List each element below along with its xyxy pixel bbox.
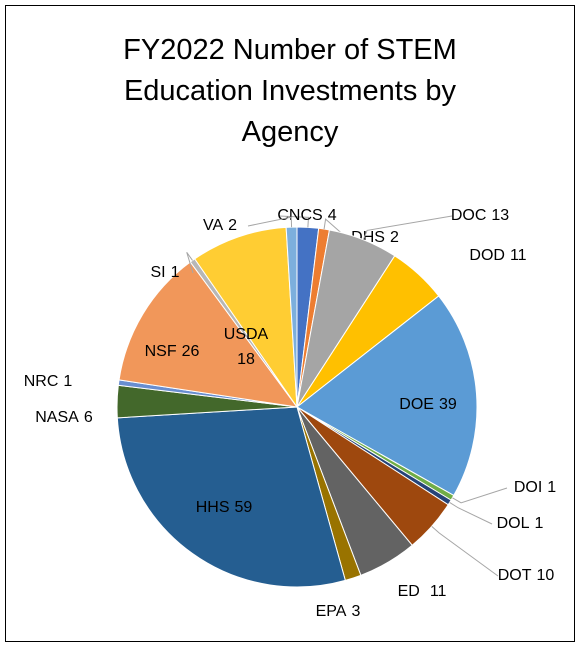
pie-slice: [118, 261, 299, 408]
label-value: 26: [182, 343, 200, 360]
label-value: 11: [430, 583, 447, 600]
data-label: NRC 1: [24, 373, 73, 390]
label-category: DOI: [514, 479, 542, 496]
label-category: NSF: [145, 343, 177, 360]
data-label: DOL 1: [497, 515, 544, 532]
label-value: 10: [536, 567, 554, 584]
label-value: 3: [351, 603, 360, 620]
label-value: 1: [535, 515, 544, 532]
data-label: DOC 13: [451, 207, 509, 224]
label-value: 1: [547, 479, 556, 496]
data-label: SI 1: [150, 264, 179, 281]
label-category: NASA: [35, 409, 79, 426]
label-value: 11: [510, 247, 527, 264]
label-value: 4: [328, 207, 337, 224]
label-value: 1: [63, 373, 72, 390]
pie-slice: [296, 295, 478, 497]
label-value: 59: [234, 499, 252, 516]
data-label: NASA 6: [35, 409, 93, 426]
label-value: 6: [84, 409, 93, 426]
label-category: HHS: [196, 499, 230, 516]
leader-line: [278, 215, 310, 228]
data-label: EPA 3: [316, 603, 361, 620]
label-category: ED: [398, 583, 420, 600]
pie-slice: [116, 406, 346, 588]
label-category: EPA: [316, 603, 347, 620]
chart-title: FY2022 Number of STEM Education Investme…: [123, 34, 457, 148]
data-label: NSF 26: [145, 343, 200, 360]
data-label: VA 2: [203, 217, 237, 234]
leader-line: [449, 502, 493, 525]
label-category: DOL: [497, 515, 530, 532]
label-category: DOT: [498, 567, 532, 584]
label-category: SI: [150, 264, 165, 281]
label-category: VA: [203, 217, 223, 234]
data-label: ED 11: [398, 583, 447, 600]
data-label: DOE 39: [399, 396, 457, 413]
label-value: 2: [228, 217, 237, 234]
data-label: DOI 1: [514, 479, 556, 496]
data-label: DOT 10: [498, 567, 555, 584]
label-category: USDA: [224, 326, 269, 343]
label-category: CNCS: [277, 207, 322, 224]
pie-slice: [194, 226, 298, 409]
leader-line: [452, 487, 508, 504]
label-value: 2: [390, 229, 399, 246]
data-label: USDA 18: [224, 326, 269, 368]
leader-line: [247, 216, 293, 228]
data-label: CNCS 4: [277, 207, 336, 224]
label-category: DOE: [399, 396, 434, 413]
label-value: 1: [171, 264, 180, 281]
label-value: 39: [439, 396, 457, 413]
label-category: DOD: [469, 247, 505, 264]
label-category: NRC: [24, 373, 59, 390]
label-value: 13: [491, 207, 509, 224]
label-category: DOC: [451, 207, 487, 224]
leader-line: [431, 525, 499, 577]
data-label: DOD 11: [469, 247, 526, 264]
leader-line: [186, 251, 194, 274]
data-label: HHS 59: [196, 499, 253, 516]
label-value: 18: [237, 351, 255, 368]
leader-line: [362, 215, 453, 240]
